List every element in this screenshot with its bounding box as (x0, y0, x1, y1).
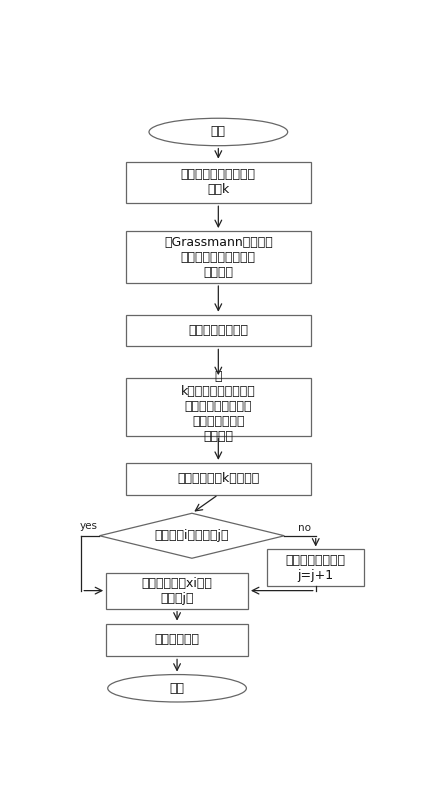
Ellipse shape (108, 674, 246, 702)
Text: 输入数据点以及待分类
数目k: 输入数据点以及待分类 数目k (181, 168, 256, 196)
Text: 输出分类结果: 输出分类结果 (155, 634, 199, 646)
Text: 对该矩阵进行k均值聚类: 对该矩阵进行k均值聚类 (177, 472, 259, 485)
Polygon shape (99, 513, 285, 559)
Text: 结束: 结束 (170, 681, 184, 695)
Text: 则将原数据点xi也划
分到第j类: 则将原数据点xi也划 分到第j类 (141, 577, 213, 605)
FancyBboxPatch shape (106, 572, 248, 609)
Text: 继续对其进行分类
j=j+1: 继续对其进行分类 j=j+1 (286, 554, 346, 582)
FancyBboxPatch shape (126, 231, 311, 283)
Text: 开始: 开始 (211, 125, 226, 139)
FancyBboxPatch shape (267, 550, 364, 586)
Text: 在Grassmann流形上计
算两点间距离，构建相
似性矩阵: 在Grassmann流形上计 算两点间距离，构建相 似性矩阵 (164, 235, 273, 279)
FancyBboxPatch shape (126, 314, 311, 346)
Text: 求
k个最大特征值对应的
特征向量，并以特征
向量为列向量，
构造矩阵: 求 k个最大特征值对应的 特征向量，并以特征 向量为列向量， 构造矩阵 (181, 370, 256, 444)
Text: 构造拉普拉斯矩阵: 构造拉普拉斯矩阵 (188, 324, 248, 337)
FancyBboxPatch shape (126, 162, 311, 203)
Ellipse shape (149, 118, 288, 146)
Text: yes: yes (80, 521, 98, 531)
FancyBboxPatch shape (106, 623, 248, 657)
Text: 该矩阵第i行属于第j类: 该矩阵第i行属于第j类 (155, 529, 229, 543)
Text: no: no (298, 523, 311, 532)
FancyBboxPatch shape (126, 463, 311, 495)
FancyBboxPatch shape (126, 378, 311, 436)
